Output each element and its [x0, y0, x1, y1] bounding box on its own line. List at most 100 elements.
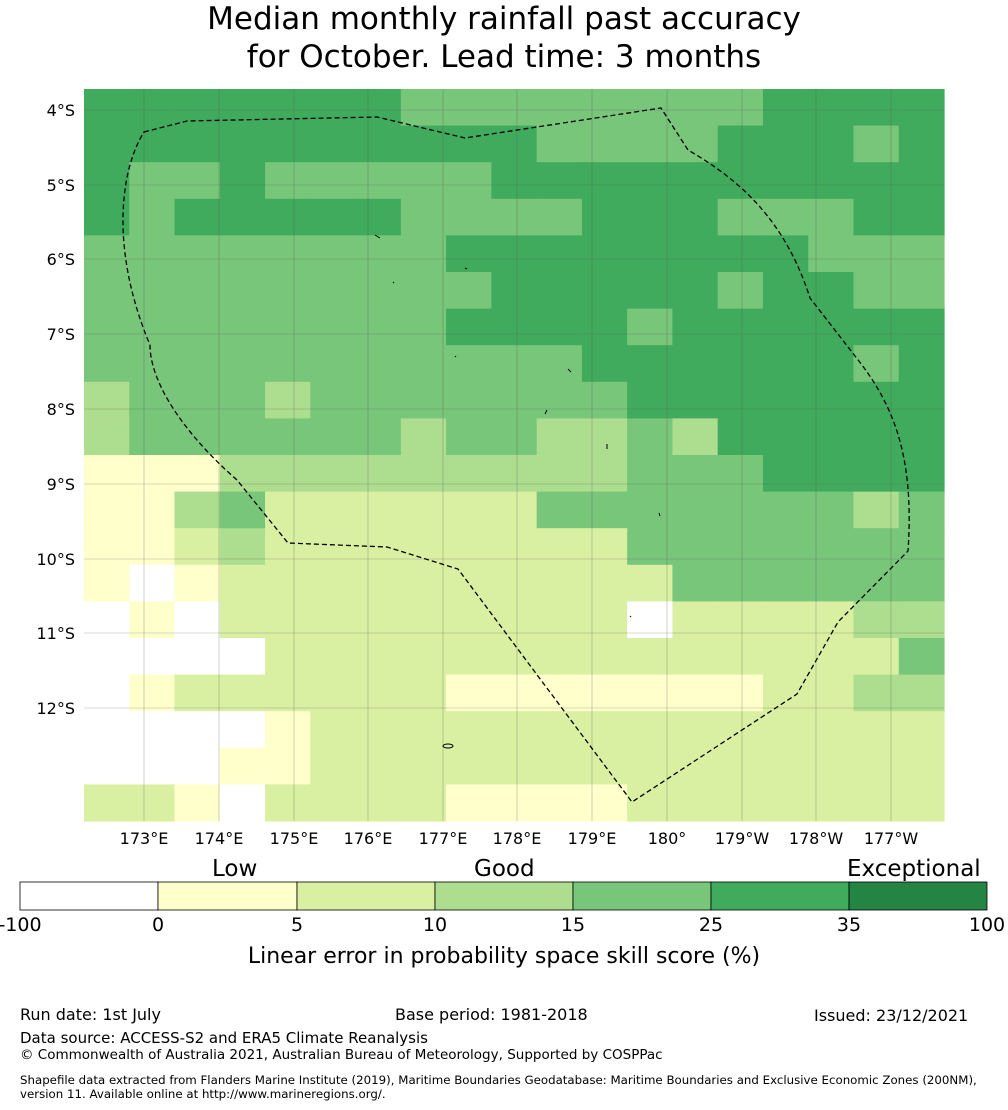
grid-cell	[446, 89, 492, 127]
grid-cell	[84, 601, 130, 639]
island	[374, 234, 381, 239]
grid-cell	[536, 272, 583, 310]
grid-cell	[400, 198, 447, 236]
grid-cell	[672, 235, 719, 273]
grid-cell	[174, 89, 221, 127]
grid-cell	[265, 381, 311, 419]
grid-cell	[672, 198, 719, 236]
grid-cell	[174, 345, 221, 383]
grid-cell	[627, 345, 674, 383]
colorbar-tick: -100	[0, 914, 42, 936]
category-exceptional: Exceptional	[847, 856, 981, 882]
grid-cell	[717, 674, 764, 712]
grid-cell	[581, 198, 628, 236]
grid-cell	[853, 89, 900, 127]
grid-cell	[762, 711, 809, 749]
grid-cell	[129, 235, 176, 273]
grid-cell	[581, 235, 628, 273]
grid-cell	[265, 711, 311, 749]
grid-cell	[400, 638, 447, 676]
grid-cell	[808, 345, 855, 383]
grid-cell	[174, 272, 221, 310]
grid-cell	[808, 528, 855, 566]
grid-cell	[808, 162, 855, 200]
grid-cell	[808, 711, 855, 749]
grid-cell	[84, 272, 130, 310]
grid-cell	[310, 455, 357, 493]
grid-cell	[491, 784, 538, 822]
grid-cell	[717, 272, 764, 310]
grid-cell	[446, 235, 492, 273]
grid-cell	[400, 455, 447, 493]
grid-cell	[536, 528, 583, 566]
grid-cell	[174, 491, 221, 529]
grid-cell	[129, 784, 176, 822]
colorbar-tick: 5	[290, 914, 304, 936]
grid-cell	[717, 198, 764, 236]
grid-cell	[581, 784, 628, 822]
grid-cell	[536, 674, 583, 712]
grid-cell	[219, 418, 266, 456]
latitude-label: 10°S	[36, 550, 75, 569]
grid-cell	[627, 747, 674, 785]
latitude-label: 6°S	[47, 250, 75, 269]
grid-cell	[446, 198, 492, 236]
grid-cell	[898, 162, 945, 200]
grid-cell	[672, 638, 719, 676]
grid-cell	[581, 674, 628, 712]
grid-cell	[129, 564, 176, 602]
grid-cell	[762, 272, 809, 310]
grid-cell	[355, 638, 402, 676]
island	[658, 512, 661, 517]
grid-cell	[853, 162, 900, 200]
grid-cell	[808, 308, 855, 346]
grid-cell	[672, 381, 719, 419]
colorbar-tick: 100	[968, 914, 1006, 936]
grid-cell	[174, 674, 221, 712]
grid-cell	[762, 747, 809, 785]
chart-title: Median monthly rainfall past accuracy fo…	[0, 0, 1008, 76]
grid-cell	[581, 89, 628, 127]
grid-cell	[174, 711, 221, 749]
grid-cell	[355, 747, 402, 785]
grid-cell	[355, 125, 402, 163]
latitude-label: 9°S	[47, 475, 75, 494]
grid-cell	[84, 381, 130, 419]
grid-cell	[853, 638, 900, 676]
grid-cell	[717, 308, 764, 346]
grid-cell	[265, 125, 311, 163]
grid-cell	[84, 235, 130, 273]
grid-cell	[400, 418, 447, 456]
grid-cell	[762, 491, 809, 529]
grid-cell	[310, 418, 357, 456]
grid-cell	[310, 784, 357, 822]
grid-cell	[355, 418, 402, 456]
grid-cell	[174, 528, 221, 566]
grid-cell	[581, 638, 628, 676]
grid-cell	[536, 601, 583, 639]
grid-cell	[400, 674, 447, 712]
island	[392, 281, 395, 284]
grid-cell	[717, 711, 764, 749]
grid-cell	[762, 455, 809, 493]
grid-cell	[853, 308, 900, 346]
grid-cell	[853, 601, 900, 639]
grid-cell	[581, 345, 628, 383]
colorbar-tick: 25	[698, 914, 724, 936]
grid-cell	[808, 491, 855, 529]
grid-cell	[400, 89, 447, 127]
longitude-label: 175°E	[270, 829, 319, 848]
grid-cell	[129, 272, 176, 310]
grid-cell	[536, 125, 583, 163]
grid-cell	[536, 89, 583, 127]
grid-cell	[672, 564, 719, 602]
grid-cell	[400, 235, 447, 273]
grid-cell	[219, 528, 266, 566]
grid-cell	[129, 89, 176, 127]
grid-cell	[898, 747, 945, 785]
latitude-label: 11°S	[36, 624, 75, 643]
grid-cell	[853, 235, 900, 273]
colorbar-segment	[157, 881, 298, 911]
grid-cell	[400, 784, 447, 822]
grid-cell	[717, 528, 764, 566]
